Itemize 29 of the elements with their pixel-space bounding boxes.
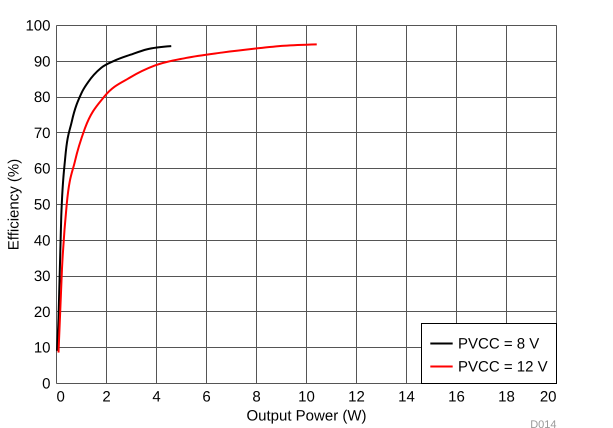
x-tick-label: 10 [298, 388, 315, 406]
x-tick-label: 0 [56, 388, 65, 406]
x-tick-label: 6 [202, 388, 211, 406]
x-tick-label: 2 [102, 388, 111, 406]
x-tick-label: 20 [540, 388, 556, 406]
y-tick-label: 100 [25, 18, 50, 34]
x-tick-label: 14 [398, 388, 415, 406]
line-series [56, 45, 172, 352]
y-tick-label: 50 [34, 196, 50, 214]
x-tick-label: 12 [348, 388, 365, 406]
y-axis-title: Efficiency (%) [5, 158, 22, 250]
y-tick-label: 20 [34, 304, 50, 321]
text: D014 [530, 419, 556, 428]
y-tick-label: 40 [34, 232, 50, 250]
y-tick-label: 90 [34, 53, 50, 70]
x-tick-label: 4 [152, 388, 161, 406]
y-tick-label: 10 [34, 340, 50, 357]
y-tick-label: 70 [34, 124, 50, 142]
legend-label: PVCC = 12 V [458, 358, 548, 376]
x-tick-label: 18 [498, 388, 515, 406]
x-tick-label: 8 [252, 388, 261, 406]
y-tick-label: 80 [34, 89, 50, 106]
x-tick-label: 16 [448, 388, 465, 406]
x-axis-title: Output Power (W) [246, 408, 367, 424]
y-tick-label: 0 [42, 376, 50, 392]
legend-label: PVCC = 8 V [458, 336, 540, 352]
y-tick-label: 30 [34, 268, 50, 286]
y-tick-label: 60 [34, 160, 50, 178]
line-series [58, 43, 318, 354]
